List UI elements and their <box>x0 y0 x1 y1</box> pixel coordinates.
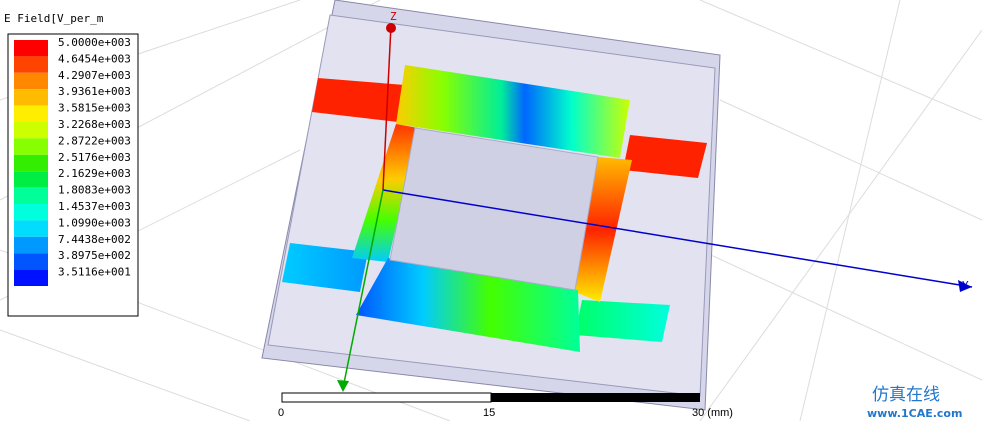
legend-swatch <box>14 253 48 270</box>
legend-entries: 5.0000e+003 4.6454e+003 4.2907e+003 3.9361e… <box>14 36 131 286</box>
legend-label: 3.5815e+003 <box>58 102 131 115</box>
legend-swatch <box>14 105 48 122</box>
legend-label: 3.9361e+003 <box>58 85 131 98</box>
legend-label: 3.2268e+003 <box>58 118 131 131</box>
z-axis <box>382 24 392 191</box>
legend-label: 2.8722e+003 <box>58 134 131 147</box>
legend-swatch <box>14 220 48 237</box>
legend-swatch <box>14 171 48 188</box>
legend-label: 1.0990e+003 <box>58 216 131 229</box>
legend-swatch <box>14 187 48 204</box>
x-axis <box>342 189 384 389</box>
ring-left <box>352 124 418 262</box>
z-axis-tip <box>386 23 396 33</box>
legend-swatch <box>14 138 48 155</box>
legend-label: 4.6454e+003 <box>58 52 131 65</box>
legend-label: 5.0000e+003 <box>58 36 131 49</box>
scale-bar-white <box>281 392 492 403</box>
legend-swatch <box>14 40 48 57</box>
scale-bar-black <box>491 393 700 402</box>
legend-swatch <box>14 154 48 172</box>
x-axis-tip <box>337 380 349 392</box>
scale-label: 30 (mm) <box>692 407 733 419</box>
y-axis <box>382 189 973 288</box>
legend-swatch <box>14 72 48 90</box>
legend-label: 3.8975e+002 <box>58 249 131 262</box>
legend-label: 1.8083e+003 <box>58 184 131 197</box>
legend-label: 2.1629e+003 <box>58 167 131 180</box>
z-label: Z <box>390 10 397 23</box>
legend-title: E Field[V_per_m <box>4 12 104 25</box>
ring-top <box>396 65 630 158</box>
legend-label: 1.4537e+003 <box>58 200 131 213</box>
legend-swatch <box>14 89 48 106</box>
bottom-right-strip <box>575 300 670 342</box>
ring-right <box>575 157 632 302</box>
legend-swatch <box>14 122 48 139</box>
legend-label: 2.5176e+003 <box>58 151 131 164</box>
legend-label: 3.5116e+001 <box>58 266 131 279</box>
scale-label: 0 <box>278 407 284 419</box>
legend-swatch <box>14 269 48 286</box>
legend-label: 7.4438e+002 <box>58 233 131 246</box>
y-axis-tip <box>958 280 972 292</box>
y-label: Y <box>962 279 969 292</box>
watermark-title: 仿真在线 <box>872 385 940 405</box>
right-port <box>623 135 707 178</box>
scale-label: 15 <box>483 407 495 419</box>
legend-swatch <box>14 236 48 254</box>
bottom-left-strip <box>282 243 368 292</box>
legend-swatch <box>14 204 48 221</box>
left-port <box>312 78 405 122</box>
legend-swatch <box>14 56 48 73</box>
watermark-url: www.1CAE.com <box>867 407 962 420</box>
legend-label: 4.2907e+003 <box>58 69 131 82</box>
